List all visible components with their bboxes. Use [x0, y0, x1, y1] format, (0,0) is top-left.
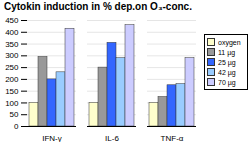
svg-text:150: 150	[5, 87, 19, 96]
svg-text:100: 100	[5, 99, 19, 108]
html-text:42 µg: 42 µg	[218, 68, 236, 76]
html-text:70 µg: 70 µg	[218, 78, 236, 86]
svg-text:50: 50	[10, 110, 19, 119]
svg-text:IFN-γ: IFN-γ	[42, 134, 62, 142]
svg-text:350: 350	[5, 40, 19, 49]
svg-text:0: 0	[14, 122, 19, 131]
html-text:11 µg: 11 µg	[218, 48, 236, 56]
html-text:25 µg: 25 µg	[218, 58, 236, 66]
html-text:Cytokin induction in % dep.on: Cytokin induction in % dep.on O₃-conc.	[4, 1, 192, 12]
html-text:oxygen: oxygen	[218, 38, 241, 46]
svg-text:300: 300	[5, 51, 19, 60]
svg-text:450: 450	[5, 16, 19, 25]
svg-text:250: 250	[5, 63, 19, 72]
svg-text:TNF-α: TNF-α	[161, 134, 184, 142]
svg-text:400: 400	[5, 28, 19, 37]
svg-text:IL-6: IL-6	[105, 134, 119, 142]
svg-text:200: 200	[5, 75, 19, 84]
